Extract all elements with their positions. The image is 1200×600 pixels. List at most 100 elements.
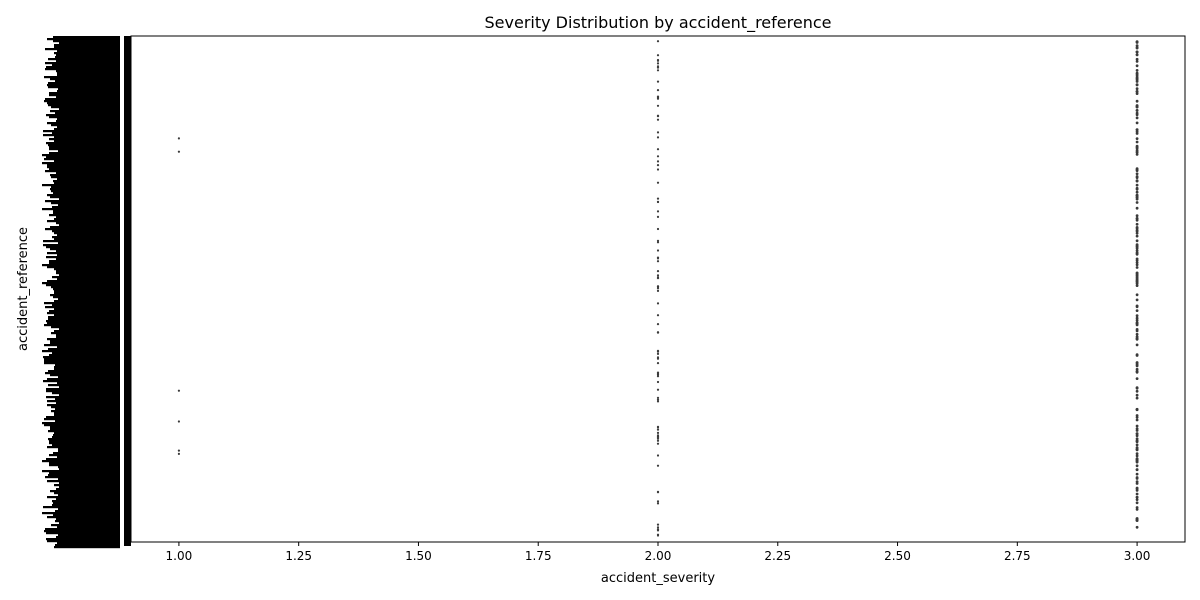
data-point: [656, 357, 660, 360]
y-tick-label-strip: [56, 518, 120, 521]
y-tick-label-strip: [56, 120, 120, 123]
y-tick-label-strip: [52, 392, 120, 395]
data-point: [656, 439, 660, 442]
data-point: [1135, 498, 1139, 501]
y-tick-label-strip: [55, 364, 120, 367]
y-tick-label-strip: [54, 546, 120, 549]
y-tick-label-strip: [57, 254, 120, 257]
data-point: [1135, 83, 1139, 87]
data-point: [1135, 329, 1139, 333]
data-point: [656, 200, 660, 204]
y-tick-label-strip: [47, 404, 120, 407]
data-point: [1135, 257, 1139, 261]
data-point: [1135, 151, 1139, 154]
y-tick-label-strip: [48, 384, 120, 387]
data-point: [1135, 508, 1139, 511]
y-tick-label-strip: [45, 48, 120, 51]
y-tick-label-strip: [43, 240, 120, 243]
data-point: [1135, 60, 1139, 63]
data-point: [656, 69, 660, 72]
data-point: [1135, 172, 1139, 176]
data-point: [1135, 74, 1139, 78]
data-point: [1135, 389, 1139, 393]
y-tick-label-strip: [56, 54, 120, 57]
y-tick-label-strip: [54, 218, 120, 221]
data-point: [1135, 332, 1139, 336]
y-tick-label-strip: [46, 256, 120, 259]
y-tick-label-strip: [57, 234, 120, 237]
y-tick-label-strip: [48, 430, 120, 433]
y-tick-label-strip: [54, 46, 120, 49]
y-tick-label-strip: [47, 38, 120, 41]
y-tick-label-strip: [46, 246, 120, 249]
data-point: [1135, 272, 1139, 275]
data-point: [1135, 50, 1139, 54]
data-point: [1135, 489, 1139, 492]
y-tick-label-strip: [43, 130, 120, 133]
y-tick-label-strip: [58, 466, 120, 469]
data-point: [1135, 116, 1139, 120]
y-tick-label-strip: [58, 450, 120, 453]
y-tick-label-strip: [50, 340, 120, 343]
y-tick-label-strip: [42, 154, 120, 157]
y-tick-label-strip: [48, 86, 120, 89]
y-tick-label-strip: [54, 44, 120, 47]
y-tick-label-strip: [45, 228, 120, 231]
data-point: [1135, 128, 1139, 132]
data-point: [656, 54, 660, 57]
y-tick-label-strip: [54, 232, 120, 235]
y-tick-label-strip: [46, 284, 120, 287]
y-tick-label-strip: [47, 540, 120, 543]
y-tick-label-strip: [59, 108, 120, 111]
y-tick-label-strip: [46, 538, 120, 541]
data-point: [1135, 443, 1139, 447]
y-tick-label-strip: [58, 478, 120, 481]
y-tick-label-strip: [48, 58, 120, 61]
y-tick-label-strip: [56, 402, 120, 405]
y-tick-label-strip: [53, 514, 120, 517]
data-point: [656, 380, 660, 384]
y-tick-label-strip: [46, 388, 120, 391]
data-point: [656, 97, 660, 100]
y-tick-label-strip: [57, 456, 120, 459]
y-tick-label-strip: [53, 210, 120, 213]
y-tick-label-strip: [49, 454, 120, 457]
data-point: [1135, 396, 1139, 400]
y-tick-label-strip: [49, 138, 120, 141]
y-tick-label-strip: [47, 252, 120, 255]
y-tick-label-strip: [46, 458, 120, 461]
y-tick-label-strip: [55, 544, 120, 547]
data-point: [1135, 153, 1139, 156]
y-tick-label-strip: [54, 128, 120, 131]
y-tick-label-strip: [47, 322, 120, 325]
y-tick-label-strip: [57, 74, 120, 77]
data-point: [656, 464, 660, 467]
y-tick-label-strip: [44, 358, 120, 361]
data-point: [1135, 434, 1139, 438]
data-point: [656, 331, 660, 334]
data-point: [1135, 293, 1139, 297]
data-point: [1135, 229, 1139, 233]
data-point: [1135, 298, 1139, 302]
y-tick-label-strip: [53, 36, 120, 39]
y-tick-label-strip: [49, 148, 120, 151]
y-tick-label-strip: [55, 420, 120, 423]
data-point: [1135, 190, 1139, 194]
y-tick-label-strip: [45, 170, 120, 173]
data-point: [1135, 148, 1139, 152]
data-point: [656, 373, 660, 376]
y-tick-label-strip: [50, 294, 120, 297]
data-point: [1135, 194, 1139, 197]
data-point: [656, 239, 660, 242]
data-point: [1135, 496, 1139, 499]
y-tick-label-strip: [44, 530, 120, 533]
y-tick-label-strip: [57, 178, 120, 181]
data-point: [1135, 263, 1139, 267]
y-tick-label-strip: [56, 60, 120, 63]
y-tick-label-strip: [49, 94, 120, 97]
data-point: [656, 118, 660, 121]
data-point: [1135, 316, 1139, 320]
y-tick-label-strip: [56, 272, 120, 275]
y-tick-label-strip: [52, 230, 120, 233]
y-tick-label-strip: [58, 242, 120, 245]
